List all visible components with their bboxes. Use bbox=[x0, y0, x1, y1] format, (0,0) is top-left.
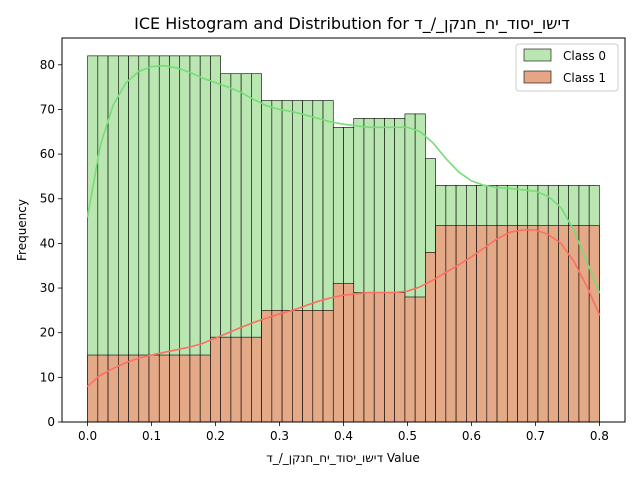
y-axis-label: Frequency bbox=[15, 199, 29, 261]
histogram-bar-class-1 bbox=[292, 310, 303, 423]
histogram-bar-class-1 bbox=[588, 225, 600, 423]
y-tick-label: 40 bbox=[40, 236, 55, 250]
histogram-bar-class-1 bbox=[517, 225, 529, 423]
histogram-bar-class-1 bbox=[199, 354, 211, 423]
x-tick-label: 0.4 bbox=[334, 429, 353, 443]
kde-lines bbox=[86, 64, 601, 388]
histogram-bar-class-1 bbox=[179, 354, 191, 423]
histogram-bar-class-1 bbox=[373, 292, 385, 423]
histogram-bar-class-1 bbox=[261, 310, 273, 423]
histogram-bar-class-1 bbox=[496, 225, 508, 423]
histogram-bar-class-1 bbox=[353, 292, 365, 423]
legend: Class 0 Class 1 bbox=[515, 43, 619, 92]
histogram-bar-class-1 bbox=[332, 283, 344, 423]
histogram-bar-class-1 bbox=[312, 310, 324, 423]
histogram-bar-class-1 bbox=[527, 225, 539, 423]
histogram-bar-class-1 bbox=[87, 354, 99, 423]
histogram-bar-class-1 bbox=[148, 354, 160, 423]
histogram-bar-class-1 bbox=[302, 310, 314, 423]
histogram-bar-class-1 bbox=[476, 225, 488, 423]
x-tick-label: 0.5 bbox=[398, 429, 417, 443]
y-tick-label: 50 bbox=[40, 192, 55, 206]
histogram-bar-class-1 bbox=[107, 354, 119, 423]
y-tick-label: 20 bbox=[40, 326, 55, 340]
kde-line-class-1 bbox=[86, 229, 601, 388]
histogram-bar-class-1 bbox=[128, 354, 140, 423]
y-tick-label: 70 bbox=[40, 102, 55, 116]
histogram-bar-class-1 bbox=[486, 225, 498, 423]
histogram-bar-class-1 bbox=[251, 336, 262, 423]
x-tick-label: 0.1 bbox=[142, 429, 161, 443]
histogram-bar-class-1 bbox=[384, 292, 395, 423]
chart-title: ICE Histogram and Distribution for דישו_… bbox=[134, 14, 570, 34]
y-tick-label: 30 bbox=[40, 281, 55, 295]
x-tick-label: 0.8 bbox=[590, 429, 609, 443]
histogram-bar-class-1 bbox=[537, 225, 549, 423]
histogram-bar-class-1 bbox=[220, 336, 232, 423]
histogram-bar-class-1 bbox=[138, 354, 150, 423]
y-axis: 0 10 20 30 40 50 60 70 80 bbox=[40, 58, 62, 429]
histogram-bar-class-1 bbox=[435, 225, 447, 423]
x-tick-label: 0.0 bbox=[78, 429, 97, 443]
histogram-bar-class-1 bbox=[240, 336, 252, 423]
histogram-bar-class-1 bbox=[97, 354, 109, 423]
histogram-bar-class-1 bbox=[210, 336, 221, 423]
y-tick-label: 0 bbox=[47, 415, 55, 429]
histogram-bar-class-1 bbox=[281, 310, 293, 423]
histogram-bar-class-1 bbox=[189, 354, 201, 423]
histogram-bar-class-1 bbox=[169, 354, 181, 423]
x-tick-label: 0.3 bbox=[270, 429, 289, 443]
histogram-bar-class-1 bbox=[547, 225, 559, 423]
legend-label-class-1: Class 1 bbox=[563, 71, 606, 85]
x-tick-label: 0.7 bbox=[526, 429, 545, 443]
histogram-bar-class-1 bbox=[230, 336, 242, 423]
histogram-bar-class-1 bbox=[414, 296, 426, 423]
legend-label-class-0: Class 0 bbox=[563, 49, 606, 63]
histogram-bar-class-1 bbox=[394, 292, 406, 423]
x-tick-label: 0.2 bbox=[206, 429, 225, 443]
histogram-bar-class-1 bbox=[322, 310, 334, 423]
histogram-bar-class-1 bbox=[363, 292, 375, 423]
legend-swatch-class-0 bbox=[523, 48, 552, 62]
histogram-bar-class-1 bbox=[445, 225, 457, 423]
histogram-bar-class-1 bbox=[425, 252, 436, 423]
histogram-bar-class-1 bbox=[455, 225, 467, 423]
histogram-bar-class-1 bbox=[271, 310, 283, 423]
y-tick-label: 60 bbox=[40, 147, 55, 161]
histogram-bar-class-1 bbox=[158, 354, 170, 423]
y-tick-label: 10 bbox=[40, 370, 55, 384]
histogram-bar-class-1 bbox=[506, 225, 518, 423]
histogram-bar-class-1 bbox=[404, 296, 416, 423]
kde-line-class-0 bbox=[86, 64, 601, 294]
histogram-bar-class-1 bbox=[343, 283, 355, 423]
x-axis: 0.0 0.1 0.2 0.3 0.4 0.5 0.6 0.7 0.8 bbox=[78, 422, 609, 443]
histogram-bar-class-1 bbox=[558, 225, 570, 423]
y-tick-label: 80 bbox=[40, 58, 55, 72]
x-tick-label: 0.6 bbox=[462, 429, 481, 443]
legend-swatch-class-1 bbox=[523, 70, 552, 84]
x-axis-label: דישו_יסוד_יח_חנקן_/_ד Value bbox=[266, 451, 420, 465]
